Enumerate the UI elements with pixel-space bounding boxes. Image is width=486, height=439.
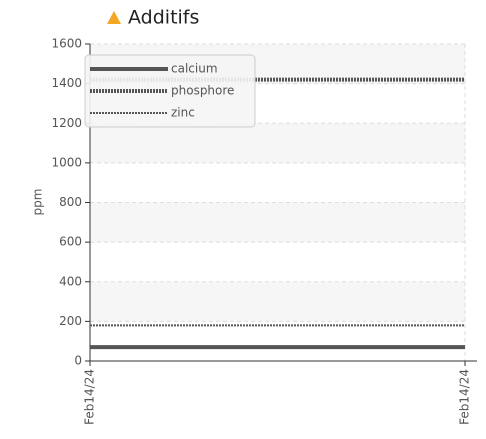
y-tick-label: 1600 <box>51 37 82 51</box>
legend: calcium phosphore zinc <box>84 54 256 128</box>
x-tick-label: Feb14/24 <box>458 369 472 425</box>
y-axis-label: ppm <box>31 189 45 216</box>
y-tick-label: 400 <box>59 274 82 288</box>
x-tick-label: Feb14/24 <box>83 369 97 425</box>
grid-band <box>90 281 465 322</box>
y-tick-label: 800 <box>59 195 82 209</box>
y-tick-label: 1000 <box>51 155 82 169</box>
warning-icon <box>107 11 121 24</box>
legend-label: phosphore <box>171 84 234 98</box>
y-tick-label: 200 <box>59 314 82 328</box>
legend-label: calcium <box>171 62 218 76</box>
grid-band <box>90 202 465 243</box>
y-tick-label: 1400 <box>51 76 82 90</box>
y-tick-label: 1200 <box>51 116 82 130</box>
legend-box <box>84 54 256 128</box>
chart-title: Additifs <box>128 7 199 29</box>
legend-label: zinc <box>171 106 195 120</box>
y-tick-label: 600 <box>59 235 82 249</box>
y-tick-label: 0 <box>74 354 82 368</box>
grid-band <box>90 123 465 163</box>
